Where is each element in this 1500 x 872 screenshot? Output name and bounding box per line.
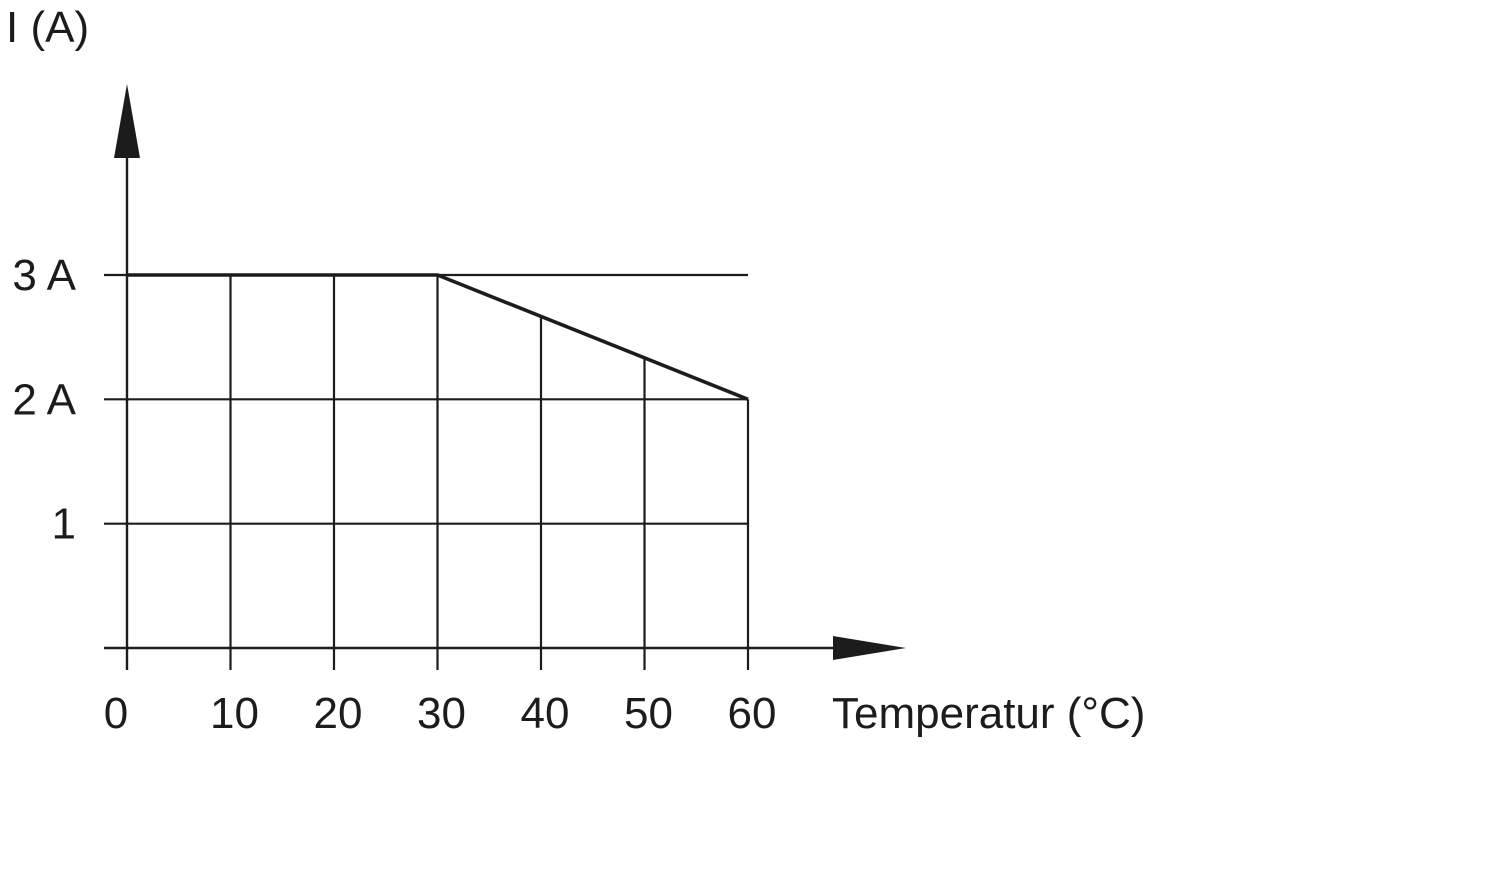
x-axis-label: Temperatur (°C) [832, 689, 1145, 738]
x-tick-label-40: 40 [521, 689, 570, 738]
series-group [126, 273, 749, 402]
x-tick-label-20: 20 [314, 689, 363, 738]
y-tick-label-3: 3 A [12, 251, 76, 300]
x-tick-label-50: 50 [624, 689, 673, 738]
y-tick-label-2: 2 A [12, 375, 76, 424]
x-axis-arrow-icon [833, 636, 906, 660]
y-tick-label-1: 1 [52, 500, 76, 549]
tick-labels: 0 10 20 30 40 50 60 1 2 A 3 A [12, 251, 776, 738]
y-axis-label: I (A) [6, 3, 89, 52]
y-axis-arrow-icon [114, 84, 140, 158]
x-tick-label-10: 10 [210, 689, 259, 738]
axes [104, 84, 906, 670]
x-tick-label-30: 30 [417, 689, 466, 738]
x-tick-label-0: 0 [104, 689, 128, 738]
grid-lines [104, 273, 750, 670]
x-tick-label-60: 60 [728, 689, 777, 738]
